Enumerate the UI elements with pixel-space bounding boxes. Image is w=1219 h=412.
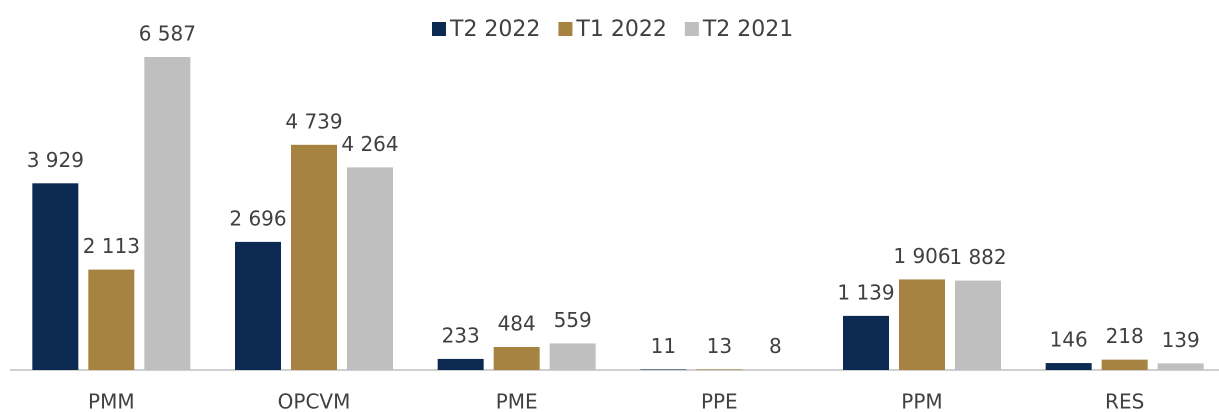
value-label: 4 739 (285, 109, 342, 133)
bar (32, 183, 79, 370)
bar (437, 358, 484, 370)
value-label: 559 (554, 308, 592, 332)
legend-label: T2 2022 (449, 17, 540, 42)
value-label: 6 587 (139, 22, 196, 46)
value-label: 233 (442, 323, 480, 347)
value-label: 1 906 (893, 244, 950, 268)
value-label: 146 (1050, 328, 1088, 352)
bar (640, 369, 687, 370)
bar (144, 57, 191, 370)
x-tick-label: PME (496, 390, 538, 412)
value-label: 2 113 (83, 234, 140, 258)
value-label: 484 (498, 312, 536, 336)
bar (955, 280, 1001, 370)
x-tick-label: RES (1105, 390, 1144, 412)
bar (493, 347, 540, 370)
bar (1157, 363, 1204, 370)
value-label: 8 (769, 334, 782, 358)
value-label: 218 (1106, 324, 1144, 348)
bar (1045, 363, 1092, 370)
bar (899, 279, 945, 370)
value-label: 11 (651, 334, 676, 358)
bar (291, 144, 337, 370)
value-label: 139 (1162, 328, 1200, 352)
bar (549, 343, 596, 370)
value-label: 4 264 (341, 132, 398, 156)
value-label: 1 882 (949, 245, 1006, 269)
legend-label: T2 2021 (702, 17, 793, 42)
bar (843, 315, 889, 370)
x-tick-label: PPM (901, 390, 942, 412)
x-tick-label: OPCVM (278, 390, 351, 412)
legend-swatch (432, 22, 446, 36)
value-label: 1 139 (837, 280, 894, 304)
legend-label: T1 2022 (575, 17, 666, 42)
value-label: 3 929 (27, 148, 84, 172)
bar (1101, 359, 1148, 370)
bar (88, 269, 135, 370)
value-label: 13 (707, 334, 732, 358)
bar (696, 369, 743, 370)
legend-swatch (684, 22, 699, 36)
bar (347, 167, 393, 370)
legend-swatch (558, 22, 573, 36)
bar (235, 241, 281, 370)
x-tick-label: PPE (701, 390, 738, 412)
x-tick-label: PMM (88, 390, 135, 412)
value-label: 2 696 (229, 206, 286, 230)
